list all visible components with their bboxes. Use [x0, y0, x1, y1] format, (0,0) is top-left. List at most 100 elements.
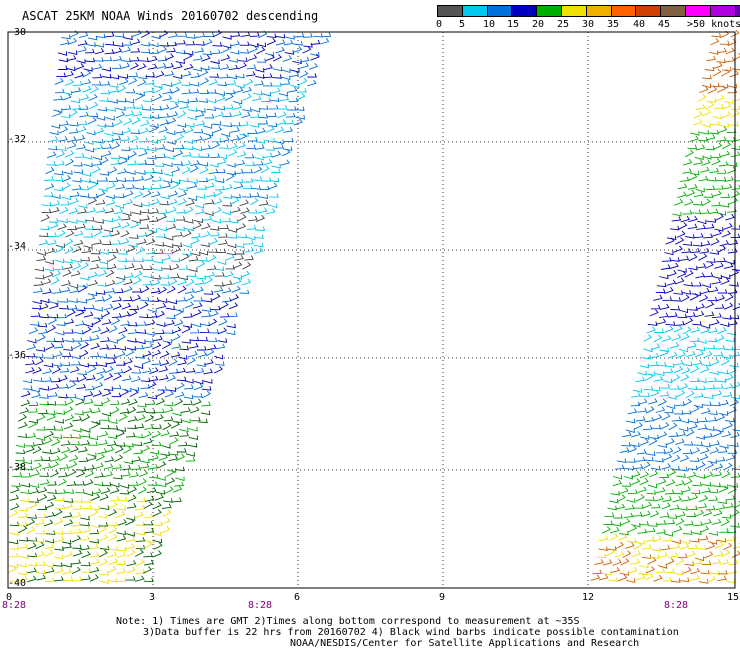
wind-barb [175, 127, 186, 134]
wind-barb [720, 193, 731, 199]
wind-barb [634, 504, 644, 509]
wind-barb [53, 343, 64, 349]
wind-barb [167, 117, 177, 125]
wind-barb [701, 442, 711, 448]
wind-barb [610, 491, 620, 496]
wind-barb [671, 416, 682, 422]
wind-barb [106, 107, 117, 112]
wind-barb [153, 93, 163, 101]
wind-barb [217, 260, 227, 266]
wind-barb [701, 159, 711, 166]
wind-barb [652, 535, 663, 543]
wind-barb [151, 441, 162, 447]
wind-barb [690, 247, 701, 254]
wind-barb [179, 103, 190, 109]
wind-barb [99, 344, 109, 350]
wind-barb [27, 575, 37, 583]
wind-barb [197, 351, 208, 358]
wind-barb [61, 280, 71, 287]
wind-barb [664, 250, 674, 256]
wind-barb [116, 560, 127, 566]
wind-barb [134, 575, 145, 582]
wind-barb [224, 271, 234, 278]
wind-barb [612, 521, 622, 527]
wind-barb [88, 179, 99, 185]
wind-barb [156, 476, 166, 481]
wind-barb [166, 285, 176, 294]
wind-barb [79, 193, 90, 198]
wind-barb [197, 185, 208, 190]
wind-barb [609, 498, 619, 504]
wind-barb [721, 549, 731, 558]
wind-barb [165, 305, 175, 311]
wind-barb [261, 97, 271, 102]
wind-barb [55, 243, 65, 248]
wind-barb [85, 294, 96, 302]
wind-barb [645, 536, 655, 542]
wind-barb [44, 259, 54, 265]
wind-barb [20, 489, 30, 494]
wind-barb [61, 182, 71, 191]
wind-barb [62, 512, 73, 518]
wind-barb [137, 486, 147, 495]
wind-barb [181, 407, 191, 413]
wind-barb [734, 180, 740, 182]
wind-barb [239, 289, 250, 294]
wind-barb [678, 222, 688, 230]
wind-barb [673, 325, 683, 333]
wind-barb [633, 542, 643, 550]
wind-barb [246, 224, 257, 230]
wind-barb [731, 184, 740, 190]
wind-barb [87, 117, 97, 125]
wind-barb [215, 91, 225, 96]
wind-barb [96, 367, 107, 375]
wind-barb [262, 158, 273, 166]
map-title: ASCAT 25KM NOAA Winds 20160702 descendin… [22, 9, 319, 23]
wind-barb [689, 377, 700, 383]
wind-barb [688, 306, 698, 311]
wind-barb [725, 495, 736, 501]
wind-barb [9, 577, 19, 583]
wind-barb [642, 554, 652, 559]
wind-barb [181, 70, 192, 77]
wind-barb [110, 487, 120, 494]
wind-barb [132, 110, 143, 117]
wind-barb [288, 97, 299, 103]
wind-barb [716, 58, 726, 64]
wind-barb [143, 256, 154, 261]
wind-barb [103, 294, 113, 302]
wind-barb [272, 82, 282, 87]
wind-barb [89, 263, 100, 270]
wind-barb [19, 407, 29, 415]
wind-barb [139, 145, 149, 151]
wind-barb [157, 56, 168, 62]
wind-barb [143, 513, 154, 519]
wind-barb [711, 32, 722, 38]
wind-barb [181, 339, 192, 344]
wind-barb [630, 401, 641, 407]
wind-barb [200, 77, 210, 86]
wind-barb [671, 297, 682, 302]
wind-barb [128, 72, 139, 77]
wind-barb [637, 407, 647, 413]
wind-barb [680, 496, 691, 502]
wind-barb [54, 258, 65, 264]
wind-barb [63, 170, 73, 175]
wind-barb [188, 267, 198, 273]
wind-barb [73, 230, 84, 237]
wind-barb [32, 299, 42, 305]
wind-barb [262, 73, 273, 79]
wind-barb [106, 182, 116, 190]
wind-barb [697, 219, 707, 225]
wind-barb [103, 471, 114, 478]
wind-barb [689, 457, 700, 462]
wind-barb [700, 365, 710, 374]
wind-barb [149, 123, 159, 128]
wind-barb [174, 481, 184, 487]
wind-barb [635, 456, 646, 462]
wind-barb [188, 256, 199, 262]
wind-barb [107, 551, 118, 558]
wind-barb [213, 189, 223, 198]
wind-barb [191, 322, 202, 328]
wind-barb [76, 466, 87, 472]
